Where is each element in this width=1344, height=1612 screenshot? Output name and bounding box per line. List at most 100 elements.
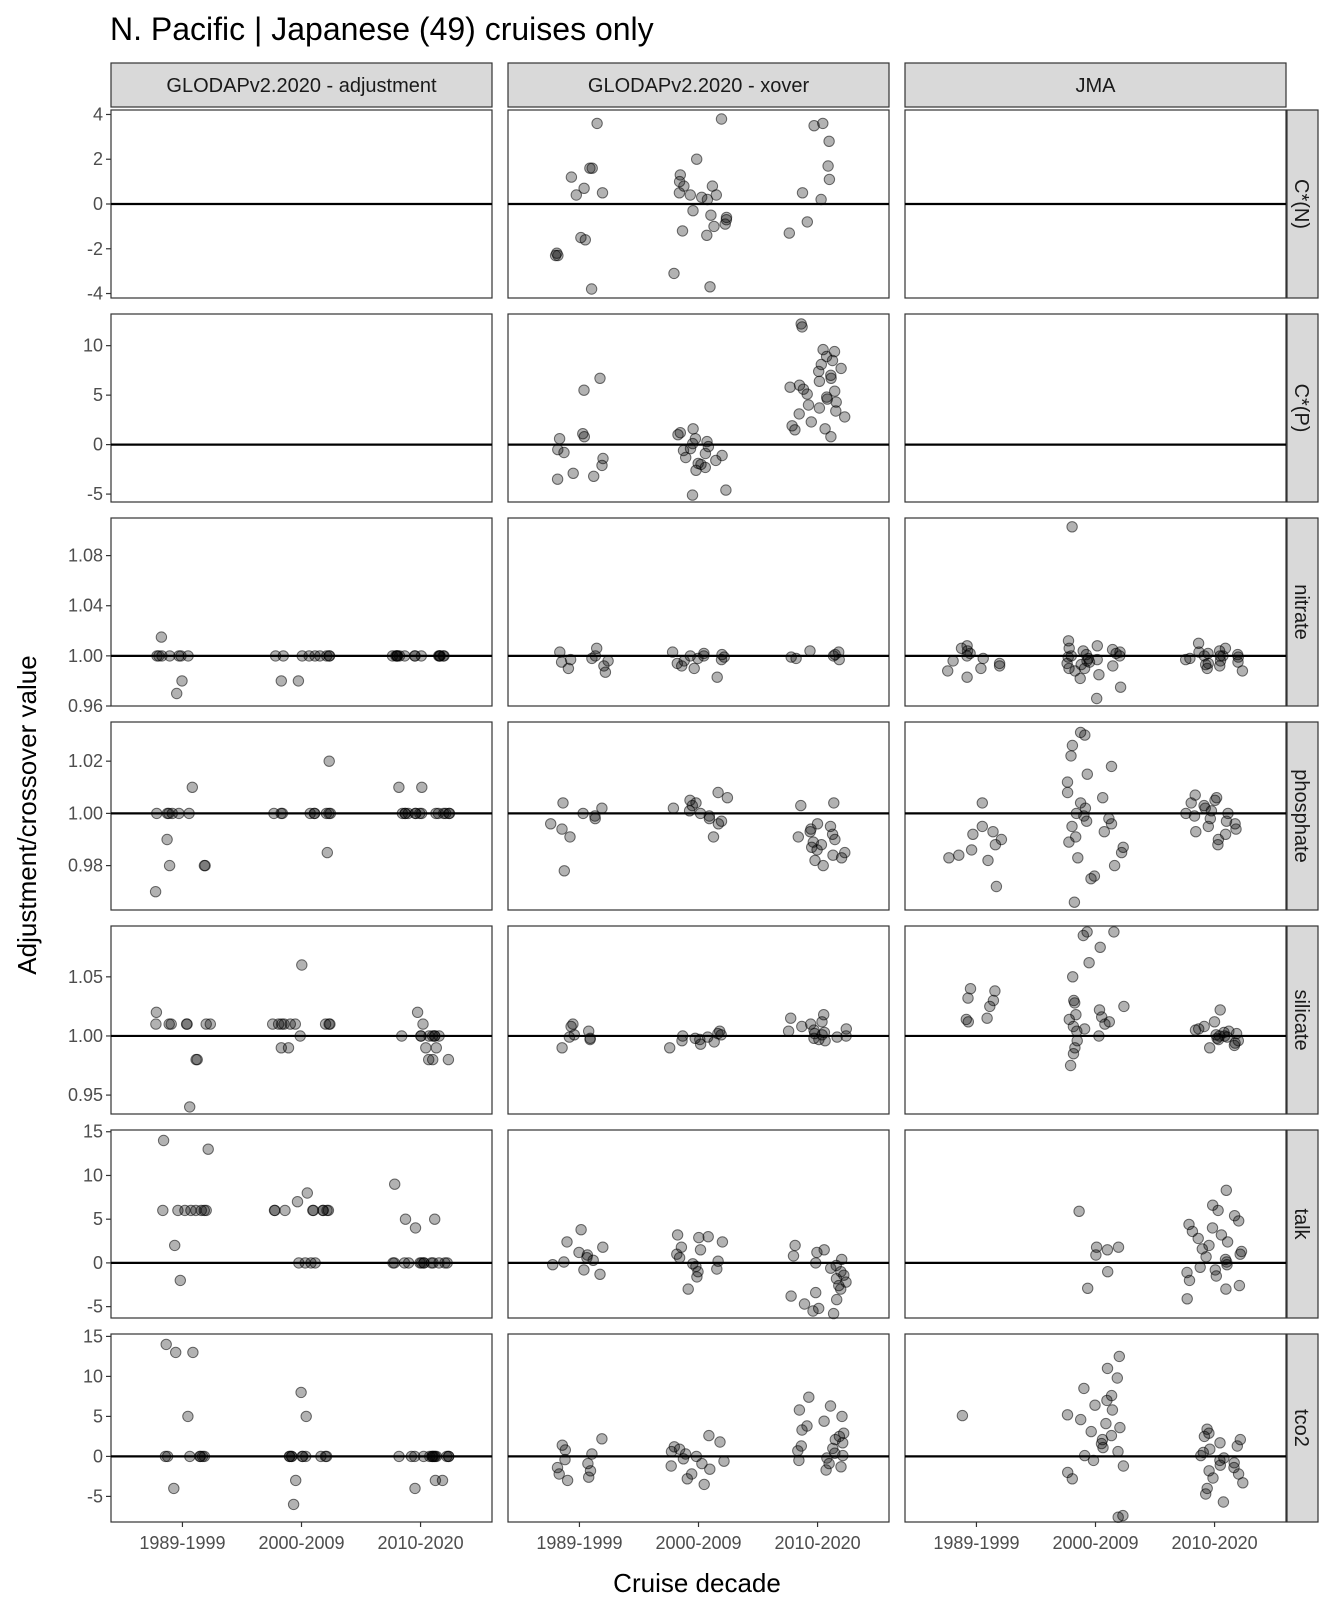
data-point bbox=[551, 473, 564, 485]
data-point bbox=[1067, 1048, 1080, 1060]
data-point bbox=[818, 1009, 830, 1021]
data-point bbox=[587, 1254, 599, 1267]
data-point bbox=[676, 660, 688, 672]
data-point bbox=[1118, 1000, 1130, 1013]
data-point bbox=[1071, 1025, 1083, 1037]
data-point bbox=[581, 1252, 593, 1264]
data-point bbox=[673, 187, 686, 199]
data-point bbox=[578, 431, 590, 443]
data-point bbox=[1098, 826, 1111, 838]
facet-panel bbox=[110, 1129, 493, 1319]
panel-border bbox=[904, 925, 1287, 1115]
data-point bbox=[564, 831, 576, 843]
data-point bbox=[1112, 1445, 1124, 1458]
y-tick-label: 0 bbox=[93, 435, 103, 455]
facet-panel bbox=[904, 925, 1287, 1115]
data-point bbox=[1214, 1437, 1226, 1449]
data-point bbox=[699, 461, 711, 474]
data-point bbox=[184, 1450, 196, 1463]
data-point bbox=[161, 833, 173, 846]
data-point bbox=[596, 1433, 608, 1445]
y-tick-label: 15 bbox=[83, 1122, 103, 1142]
data-point bbox=[589, 812, 601, 825]
data-point bbox=[597, 1241, 609, 1253]
data-point bbox=[297, 1450, 309, 1463]
data-point bbox=[1113, 1350, 1126, 1363]
data-point bbox=[696, 191, 708, 204]
y-tick-label: 2 bbox=[93, 149, 103, 169]
column-strip-label: GLODAPv2.2020 - adjustment bbox=[166, 75, 437, 97]
data-point bbox=[822, 160, 834, 172]
data-point bbox=[708, 220, 720, 233]
data-point bbox=[553, 433, 566, 445]
data-point bbox=[599, 666, 612, 678]
data-point bbox=[191, 1053, 203, 1066]
data-point bbox=[796, 1424, 808, 1436]
y-tick-label: 10 bbox=[83, 336, 103, 356]
facet-panel bbox=[904, 1333, 1287, 1523]
data-point bbox=[596, 459, 608, 472]
data-point bbox=[594, 372, 606, 384]
data-point bbox=[1061, 1409, 1074, 1421]
data-point bbox=[559, 1444, 571, 1456]
data-point bbox=[823, 173, 836, 186]
data-point bbox=[1103, 812, 1115, 825]
facet-panel bbox=[904, 1129, 1287, 1319]
row-strip bbox=[1286, 109, 1319, 299]
data-point bbox=[836, 1410, 848, 1423]
data-point bbox=[583, 1471, 595, 1483]
data-point bbox=[1199, 802, 1211, 814]
data-point bbox=[984, 1000, 996, 1013]
data-point bbox=[1078, 810, 1090, 822]
data-point bbox=[579, 234, 591, 246]
data-point bbox=[309, 807, 321, 820]
y-tick-label: 0 bbox=[93, 194, 103, 214]
data-point bbox=[300, 1410, 312, 1423]
data-point bbox=[818, 1415, 830, 1427]
data-point bbox=[320, 1450, 333, 1463]
data-point bbox=[693, 1231, 705, 1244]
data-point bbox=[430, 807, 442, 820]
data-point bbox=[664, 1042, 676, 1054]
data-point bbox=[386, 650, 399, 662]
row-strip bbox=[1286, 1129, 1319, 1319]
y-tick-label: 1.00 bbox=[68, 646, 103, 666]
data-point bbox=[182, 1410, 194, 1423]
data-point bbox=[423, 1030, 435, 1042]
data-point bbox=[789, 1239, 801, 1252]
data-point bbox=[1233, 1279, 1246, 1292]
column-strip-label: JMA bbox=[1076, 75, 1117, 97]
data-point bbox=[1117, 1460, 1130, 1472]
panels-layer: GLODAPv2.2020 - adjustment GLODAPv2.2020 … bbox=[68, 62, 1319, 1553]
data-point bbox=[425, 1257, 437, 1269]
data-point bbox=[416, 781, 428, 793]
data-point bbox=[168, 1482, 180, 1495]
data-point bbox=[181, 1018, 193, 1030]
data-point bbox=[586, 652, 598, 665]
data-point bbox=[415, 1257, 428, 1269]
y-tick-label: 4 bbox=[93, 104, 103, 124]
data-point bbox=[186, 781, 199, 793]
facet-panel bbox=[507, 721, 890, 911]
data-point bbox=[993, 657, 1006, 670]
data-point bbox=[198, 1450, 211, 1463]
data-point bbox=[683, 805, 696, 817]
data-point bbox=[1101, 1362, 1114, 1375]
data-point bbox=[837, 1437, 849, 1449]
data-point bbox=[1107, 660, 1119, 672]
data-point bbox=[282, 1042, 295, 1054]
facet-panel bbox=[507, 313, 890, 503]
y-tick-label: 10 bbox=[83, 1366, 103, 1386]
data-point bbox=[563, 1031, 576, 1043]
data-point bbox=[307, 1204, 320, 1217]
data-point bbox=[827, 1307, 840, 1320]
data-point bbox=[150, 1018, 162, 1030]
row-strip bbox=[1286, 925, 1319, 1115]
data-point bbox=[202, 1143, 214, 1155]
data-point bbox=[442, 1450, 455, 1463]
data-point bbox=[830, 396, 842, 408]
data-point bbox=[690, 464, 702, 476]
panel-border bbox=[110, 313, 493, 503]
data-point bbox=[1079, 1449, 1091, 1462]
data-point bbox=[305, 1257, 317, 1269]
